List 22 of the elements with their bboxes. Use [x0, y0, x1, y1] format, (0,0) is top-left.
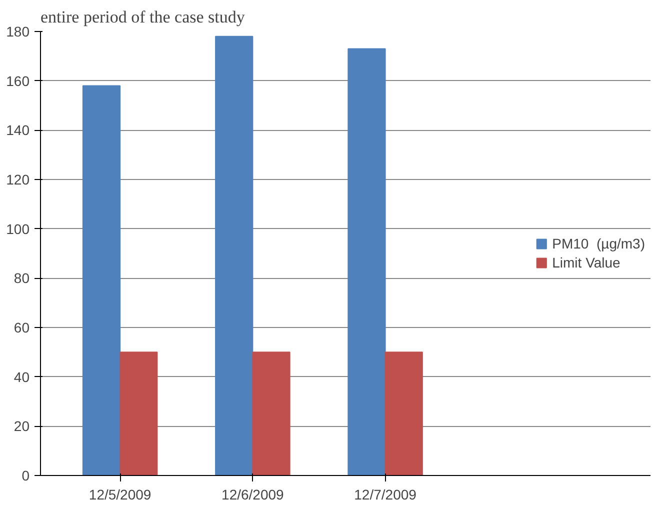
y-tick-label: 100	[6, 220, 30, 237]
bar	[384, 352, 423, 476]
bar	[215, 36, 254, 476]
y-tick-label: 40	[14, 368, 30, 385]
y-tick-label: 80	[14, 270, 30, 286]
y-tick-label: 120	[6, 172, 30, 188]
y-tick-label: 60	[14, 320, 30, 336]
bar	[252, 352, 290, 476]
bar	[120, 352, 158, 476]
x-tick-label: 12/7/2009	[354, 486, 417, 502]
legend-label: PM10 (µg/m3)	[552, 236, 645, 252]
bar	[348, 48, 386, 476]
y-tick-label: 180	[6, 24, 30, 40]
x-tick-label: 12/6/2009	[222, 486, 284, 502]
legend-label: Limit Value	[552, 254, 620, 270]
y-tick-label: 20	[14, 418, 30, 434]
y-tick-label: 0	[22, 468, 30, 484]
y-tick-label: 160	[6, 72, 30, 89]
bar	[82, 85, 121, 476]
text: entire period of the case study	[40, 8, 246, 26]
x-tick-label: 12/5/2009	[88, 486, 152, 502]
y-tick-label: 140	[6, 122, 30, 138]
